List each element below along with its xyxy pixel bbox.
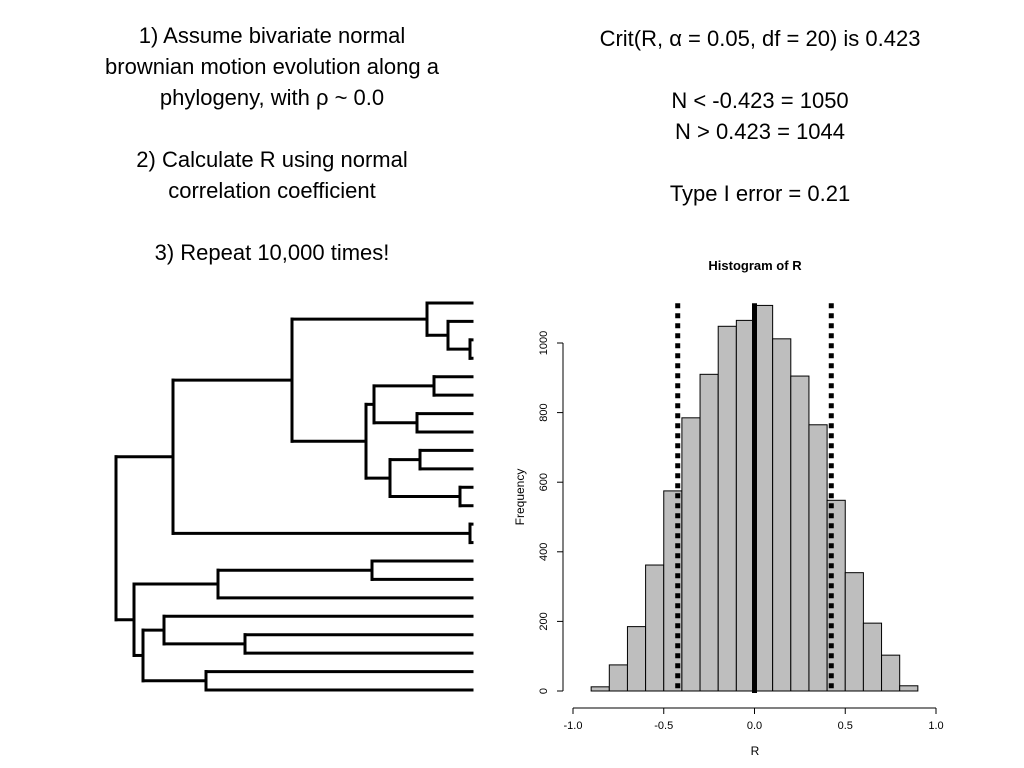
step1-line-1: 1) Assume bivariate normal: [138, 23, 406, 48]
y-tick-label: 800: [538, 403, 550, 421]
count-below-line: N < -0.423 = 1050: [671, 88, 849, 113]
phylogeny-branches: [114, 301, 474, 692]
histogram-bar: [881, 654, 901, 692]
x-axis-label: R: [751, 744, 760, 758]
y-tick-label: 1000: [538, 331, 550, 355]
critical-value-line: Crit(R, α = 0.05, df = 20) is 0.423: [599, 26, 921, 51]
y-tick-label: 0: [538, 688, 550, 694]
step2-line-2: correlation coefficient: [168, 178, 376, 203]
chart-title: Histogram of R: [708, 258, 802, 273]
type1-error-line: Type I error = 0.21: [669, 181, 851, 206]
histogram-bar: [645, 564, 665, 692]
y-tick-label: 600: [538, 473, 550, 491]
x-tick-label: 0.5: [838, 720, 853, 732]
histogram-bar: [754, 304, 774, 692]
y-axis: 0 200 400 600 800 1000: [538, 331, 564, 694]
histogram-bar: [772, 338, 792, 692]
step2-line-1: 2) Calculate R using normal: [136, 147, 408, 172]
x-tick-label: -0.5: [654, 720, 673, 732]
step1-line-3: phylogeny, with ρ ~ 0.0: [159, 85, 385, 110]
step3-line-1: 3) Repeat 10,000 times!: [154, 240, 390, 265]
x-tick-label: 1.0: [928, 720, 943, 732]
histogram-bar: [608, 664, 628, 692]
histogram-bar: [681, 417, 701, 692]
x-axis: -1.0 -0.5 0.0 0.5 1.0: [564, 707, 944, 732]
histogram-bar: [717, 325, 737, 692]
count-above-line: N > 0.423 = 1044: [674, 119, 846, 144]
y-axis-label: Frequency: [513, 469, 527, 526]
step1-line-2: brownian motion evolution along a: [105, 54, 439, 79]
histogram-bar: [899, 685, 919, 692]
results-summary: Crit(R, α = 0.05, df = 20) is 0.423 N < …: [540, 23, 980, 209]
y-tick-label: 400: [538, 543, 550, 561]
x-tick-label: 0.0: [747, 720, 762, 732]
histogram-bar: [808, 424, 828, 692]
reference-lines: [675, 303, 834, 693]
histogram-bar: [735, 319, 755, 692]
histogram-bar: [844, 572, 864, 692]
histogram-bar: [663, 490, 683, 692]
histogram-bar: [590, 686, 610, 692]
method-steps: 1) Assume bivariate normal brownian moti…: [50, 20, 494, 268]
histogram-bars: [590, 304, 919, 692]
x-tick-label: -1.0: [564, 720, 583, 732]
histogram-bar: [699, 373, 719, 692]
histogram-bar: [862, 622, 883, 692]
histogram-bar: [626, 626, 647, 692]
histogram-bar: [790, 375, 810, 692]
y-tick-label: 200: [538, 612, 550, 630]
